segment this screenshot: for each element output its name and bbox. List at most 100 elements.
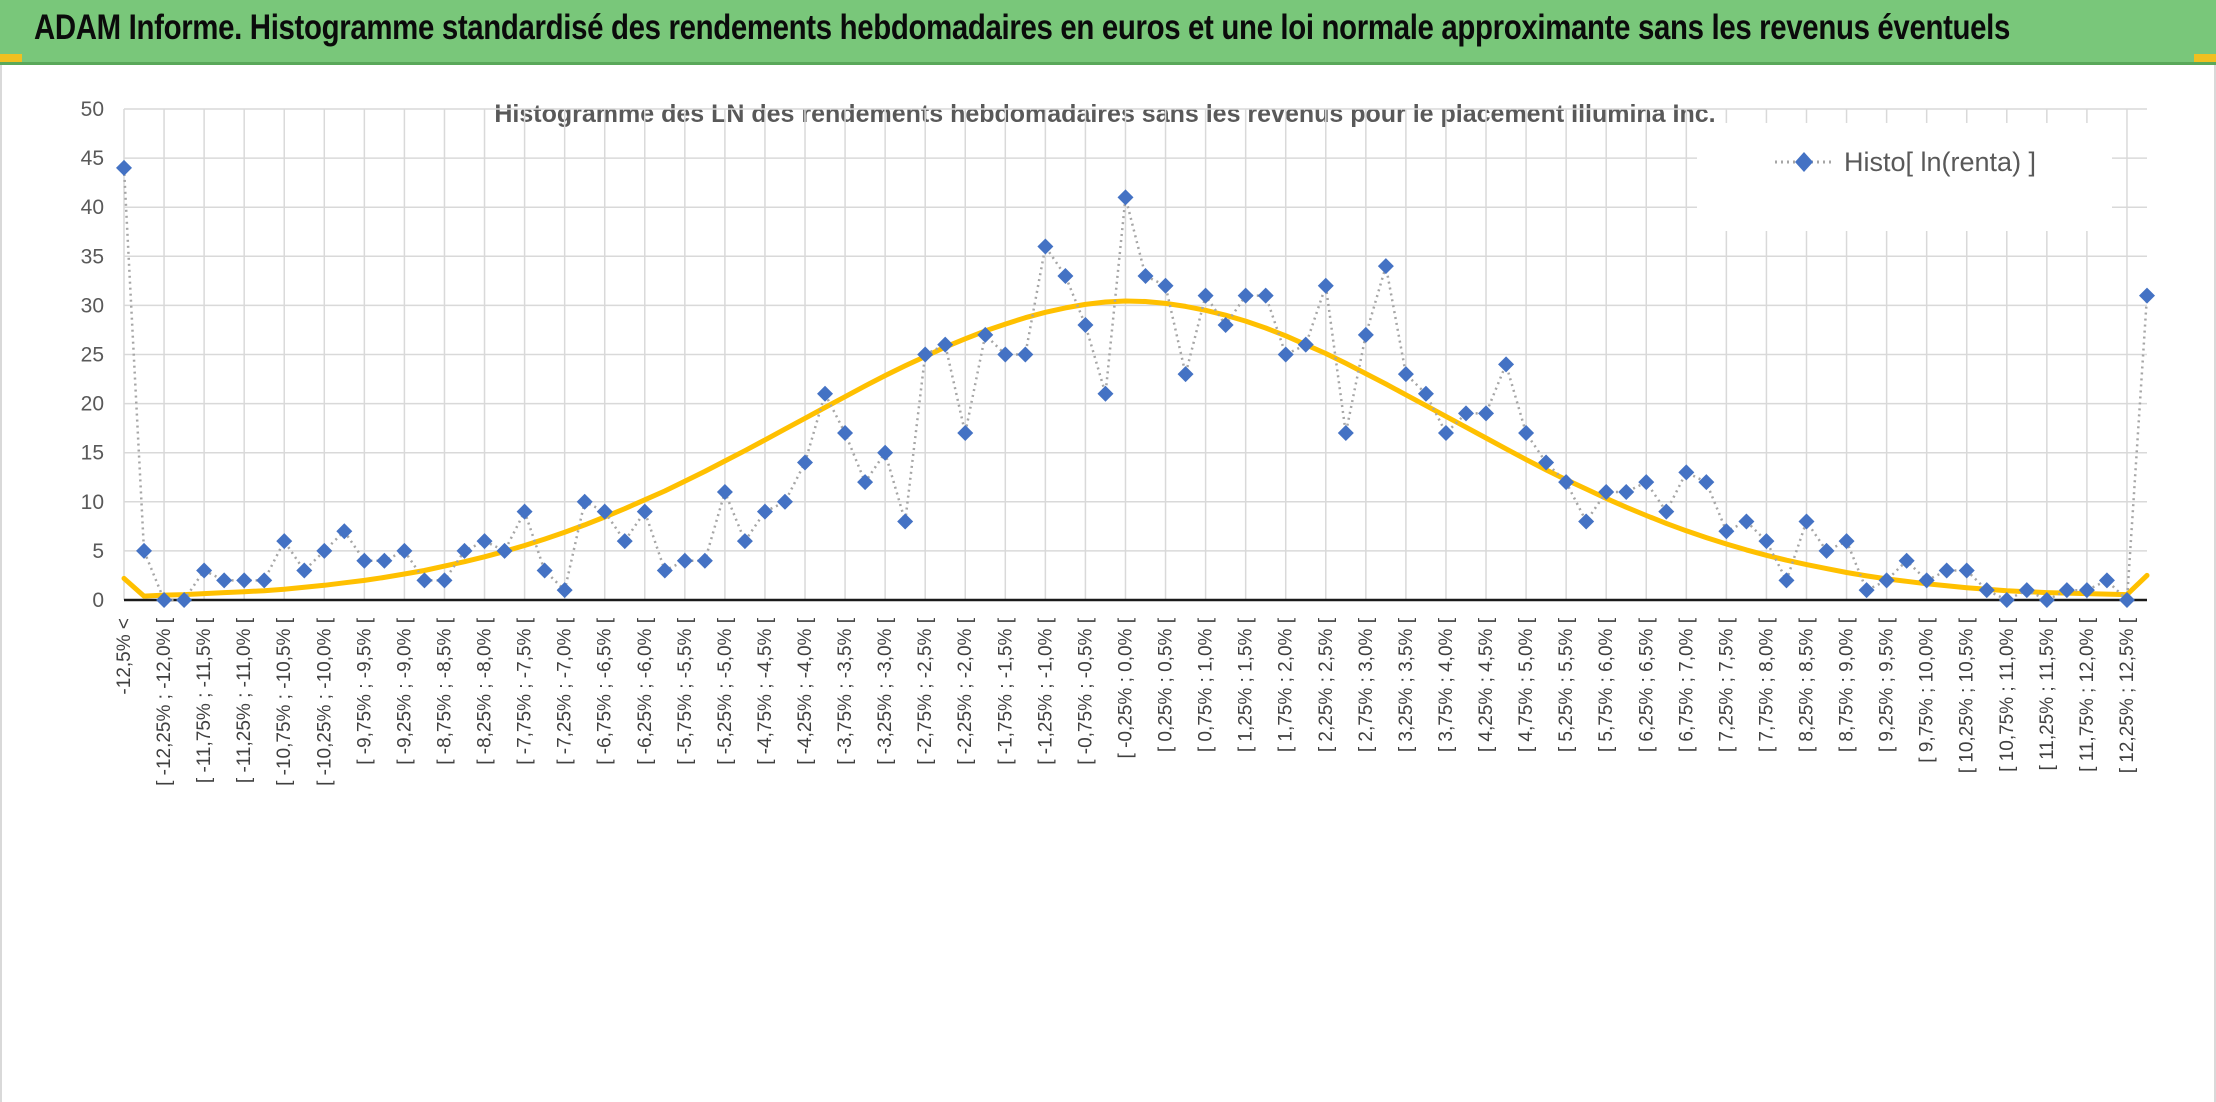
histogram-point [116,159,132,176]
histogram-point [156,592,173,608]
histogram-point [176,592,193,608]
histogram-point [2098,572,2115,589]
x-tick-label: [ 6,25% ; 6,5% [ [1636,617,1657,752]
y-tick-label: 5 [92,540,104,563]
histogram-point [997,346,1014,363]
x-tick-label: [ -6,25% ; -6,0% [ [635,617,656,765]
report-banner: ADAM Informe. Histogramme standardisé de… [0,0,2216,65]
histogram-point [1317,277,1334,294]
histogram-point [1838,533,1855,550]
histogram-point [596,503,613,520]
histogram-point [536,562,553,579]
x-tick-label: [ 8,75% ; 9,0% [ [1837,617,1858,752]
histogram-point [2018,582,2035,599]
histogram-point [2078,582,2095,599]
histogram-point [1558,474,1575,491]
histogram-point [716,483,733,500]
x-tick-label: [ 10,25% ; 10,5% [ [1957,617,1978,773]
histogram-point [216,572,233,589]
x-tick-label: [ 7,25% ; 7,5% [ [1716,617,1737,752]
normal-curve [121,298,2150,599]
y-tick-label: 0 [92,589,104,612]
histogram-point [1337,425,1354,442]
legend-diamond-icon [1795,152,1813,172]
x-tick-label: [ 4,75% ; 5,0% [ [1516,617,1537,752]
y-tick-label: 10 [81,491,104,514]
histogram-point [897,513,914,530]
x-tick-label: [ -10,75% ; -10,5% [ [274,617,295,786]
histogram-point [1097,385,1114,402]
histogram-point [1157,277,1174,294]
histogram-point [1297,336,1314,353]
x-tick-label: [ -4,25% ; -4,0% [ [795,617,816,765]
normal-curve-line [121,298,2150,599]
x-tick-label: [ 1,25% ; 1,5% [ [1236,617,1257,752]
x-tick-label: [ -1,25% ; -1,0% [ [1035,617,1056,765]
histogram-point [416,572,433,589]
histogram-point [1237,287,1254,304]
x-tick-label: [ 3,75% ; 4,0% [ [1436,617,1457,752]
histogram-point [436,572,453,589]
histogram-point [1738,513,1755,530]
x-tick-label: [ 10,75% ; 11,0% [ [1997,617,2018,772]
chart-legend: Histo[ ln(renta) ] [1697,123,2112,231]
histogram-point [196,562,213,579]
histogram-point [1077,317,1094,334]
x-tick-label: [ -2,75% ; -2,5% [ [915,617,936,765]
histogram-point [1137,267,1154,284]
histogram-point [2118,592,2135,608]
histogram-point [1377,258,1394,275]
y-tick-label: 45 [81,147,104,170]
histogram-point [1457,405,1474,422]
x-tick-label: [ 7,75% ; 8,0% [ [1756,617,1777,752]
histogram-point [336,523,353,540]
histogram-point [396,542,413,559]
histogram-point [476,533,493,550]
histogram-point [1057,267,1074,284]
y-tick-label: 50 [81,98,104,121]
x-tick-label: [ -7,25% ; -7,0% [ [555,617,576,765]
histogram-point [2038,592,2055,608]
x-tick-label: [ -12,25% ; -12,0% [ [154,617,175,786]
histogram-point [1818,542,1835,559]
histogram-point [296,562,313,579]
histogram-point [496,542,513,559]
histogram-point [1718,523,1735,540]
histogram-point [236,572,253,589]
histogram-point [756,503,773,520]
x-tick-label: [ -5,75% ; -5,5% [ [675,617,696,765]
histogram-point [376,552,393,569]
x-tick-label: [ -9,75% ; -9,5% [ [354,617,375,765]
histogram-point [456,542,473,559]
legend-background [1697,123,2112,231]
y-tick-label: 20 [81,393,104,416]
histogram-point [636,503,653,520]
x-tick-label: [ 9,75% ; 10,0% [ [1917,617,1938,762]
x-tick-label: [ 9,25% ; 9,5% [ [1877,617,1898,752]
histogram-point [1417,385,1434,402]
y-tick-label: 15 [81,442,104,465]
histogram-point [877,444,894,461]
histogram-point [1658,503,1675,520]
x-tick-label: [ -10,25% ; -10,0% [ [314,617,335,786]
histogram-point [256,572,273,589]
x-tick-label: [ -3,75% ; -3,5% [ [835,617,856,765]
x-tick-label: [ 0,25% ; 0,5% [ [1156,617,1177,752]
histogram-point [1397,366,1414,383]
x-tick-label: [ 8,25% ; 8,5% [ [1796,617,1817,752]
histogram-point [1978,582,1995,599]
chart-title: Histogramme des LN des rendements hebdom… [494,100,1715,128]
histogram-point [1678,464,1695,481]
y-tick-label: 30 [81,294,104,317]
x-tick-label: [ 2,75% ; 3,0% [ [1356,617,1377,752]
x-tick-label: [ -8,75% ; -8,5% [ [434,617,455,765]
histogram-point [516,503,533,520]
x-tick-label: [ -1,75% ; -1,5% [ [995,617,1016,765]
histogram-point [2139,287,2155,304]
histogram-point [576,493,593,510]
histogram-point [1117,189,1134,206]
histogram-point [1778,572,1795,589]
histogram-point [1938,562,1955,579]
histogram-point [1898,552,1915,569]
x-tick-label: [ 12,25% ; 12,5% [ [2117,617,2138,773]
